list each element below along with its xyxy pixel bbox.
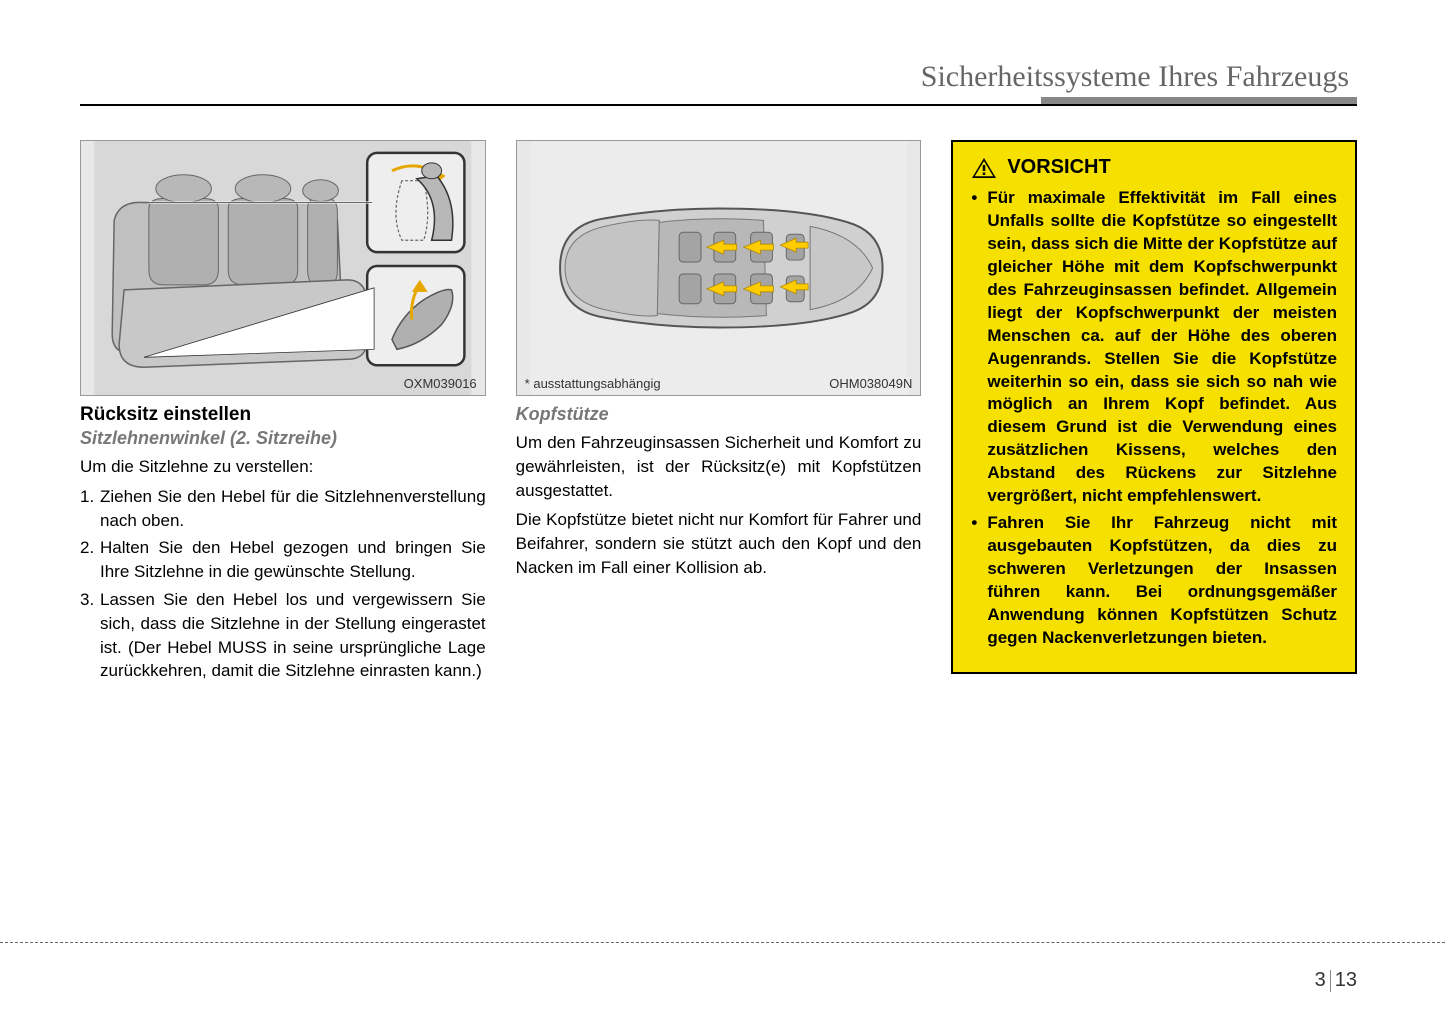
step-item: Halten Sie den Hebel gezogen und bringen… [80,536,486,584]
figure-seat-adjust: OXM039016 [80,140,486,396]
header-accent-bar [1041,97,1357,104]
column-right: VORSICHT Für maximale Effektivität im Fa… [951,140,1357,687]
caution-box: VORSICHT Für maximale Effektivität im Fa… [951,140,1357,674]
page-number: 3 13 [1315,969,1357,992]
cut-line [0,942,1445,943]
seat-illustration [81,141,485,395]
page-separator [1330,970,1331,992]
page-header-title: Sicherheitssysteme Ihres Fahrzeugs [921,60,1357,94]
caution-header: VORSICHT [971,156,1337,179]
page-num: 13 [1335,969,1357,991]
section-title-rucksitz: Rücksitz einstellen [80,404,486,426]
kopfstutze-para-1: Um den Fahrzeuginsassen Sicherheit und K… [516,431,922,502]
caution-item: Für maximale Effektivität im Fall eines … [971,187,1337,508]
car-topview-illustration: * * [517,141,921,395]
section-subtitle-kopfstutze: Kopfstütze [516,404,922,425]
figure-car-topview: * * * ausstattungsabhängig OHM038049N [516,140,922,396]
chapter-number: 3 [1315,969,1326,991]
adjustment-steps: Ziehen Sie den Hebel für die Sitzlehnenv… [80,485,486,683]
caution-item: Fahren Sie Ihr Fahrzeug nicht mit ausgeb… [971,512,1337,650]
step-item: Lassen Sie den Hebel los und vergewisser… [80,588,486,683]
figure-ref-1: OXM039016 [404,376,477,391]
figure-note-2: * ausstattungsabhängig [525,376,661,391]
intro-text: Um die Sitzlehne zu verstellen: [80,455,486,479]
figure-ref-2: OHM038049N [829,376,912,391]
page-header: Sicherheitssysteme Ihres Fahrzeugs [80,60,1357,94]
warning-icon [971,157,997,179]
content-area: OXM039016 Rücksitz einstellen Sitzlehnen… [80,140,1357,687]
caution-list: Für maximale Effektivität im Fall eines … [971,187,1337,650]
caution-title: VORSICHT [1007,156,1110,179]
step-item: Ziehen Sie den Hebel für die Sitzlehnenv… [80,485,486,533]
column-middle: * * * ausstattungsabhängig OHM038049N Ko… [516,140,922,687]
section-subtitle-sitzlehne: Sitzlehnenwinkel (2. Sitzreihe) [80,428,486,449]
kopfstutze-para-2: Die Kopfstütze bietet nicht nur Komfort … [516,508,922,579]
column-left: OXM039016 Rücksitz einstellen Sitzlehnen… [80,140,486,687]
header-rule [80,104,1357,106]
